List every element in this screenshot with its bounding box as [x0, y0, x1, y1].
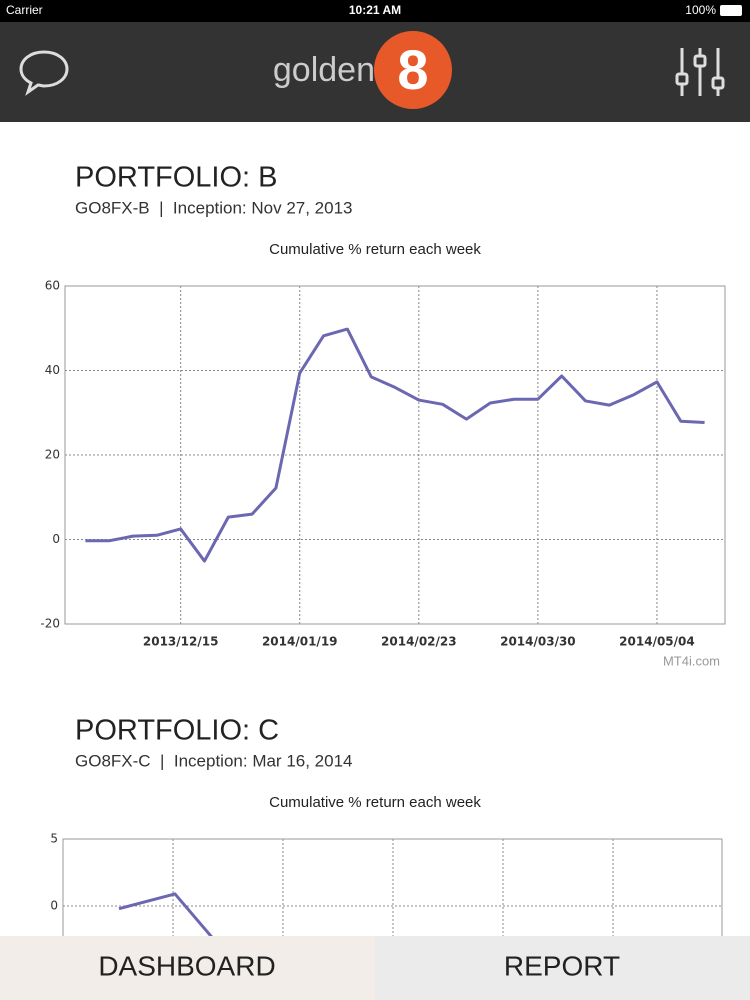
battery-icon: [720, 5, 742, 16]
y-tick-label: 0: [50, 899, 58, 913]
y-tick-label: 5: [50, 832, 58, 846]
y-tick-label: -20: [40, 617, 60, 631]
x-tick-label: 2014/02/23: [381, 635, 457, 649]
time: 10:21 AM: [349, 3, 401, 17]
logo-text: golden: [273, 51, 375, 89]
tab-label: DASHBOARD: [98, 950, 275, 981]
logo-number: 8: [397, 38, 428, 101]
y-tick-label: 40: [45, 363, 60, 377]
y-tick-label: 60: [45, 279, 60, 293]
x-tick-label: 2014/03/30: [500, 635, 576, 649]
plot-frame: [64, 285, 726, 625]
y-tick-label: 0: [52, 532, 60, 546]
watermark: MT4i.com: [663, 653, 720, 668]
tab-label: REPORT: [504, 950, 620, 981]
y-tick-label: 20: [45, 448, 60, 462]
chart-title: Cumulative % return each week: [269, 241, 481, 258]
tab-report[interactable]: [375, 936, 750, 1000]
chat-icon[interactable]: [19, 50, 69, 96]
portfolio-subtitle: GO8FX-C | Inception: Mar 16, 2014: [75, 751, 353, 770]
x-tick-label: 2013/12/15: [143, 635, 219, 649]
x-tick-label: 2014/05/04: [619, 635, 695, 649]
tab-dashboard[interactable]: [0, 936, 375, 1000]
status-bar: [0, 0, 750, 22]
portfolio-subtitle: GO8FX-B | Inception: Nov 27, 2013: [75, 198, 353, 217]
battery-text: 100%: [685, 3, 716, 17]
settings-icon[interactable]: [675, 48, 725, 96]
line-series: [85, 327, 705, 563]
logo-circle: [374, 31, 452, 109]
portfolio-title: PORTFOLIO: B: [75, 162, 278, 194]
chart-title: Cumulative % return each week: [269, 794, 481, 811]
carrier: Carrier: [6, 3, 43, 17]
x-tick-label: 2014/01/19: [262, 635, 338, 649]
portfolio-title: PORTFOLIO: C: [75, 715, 279, 747]
